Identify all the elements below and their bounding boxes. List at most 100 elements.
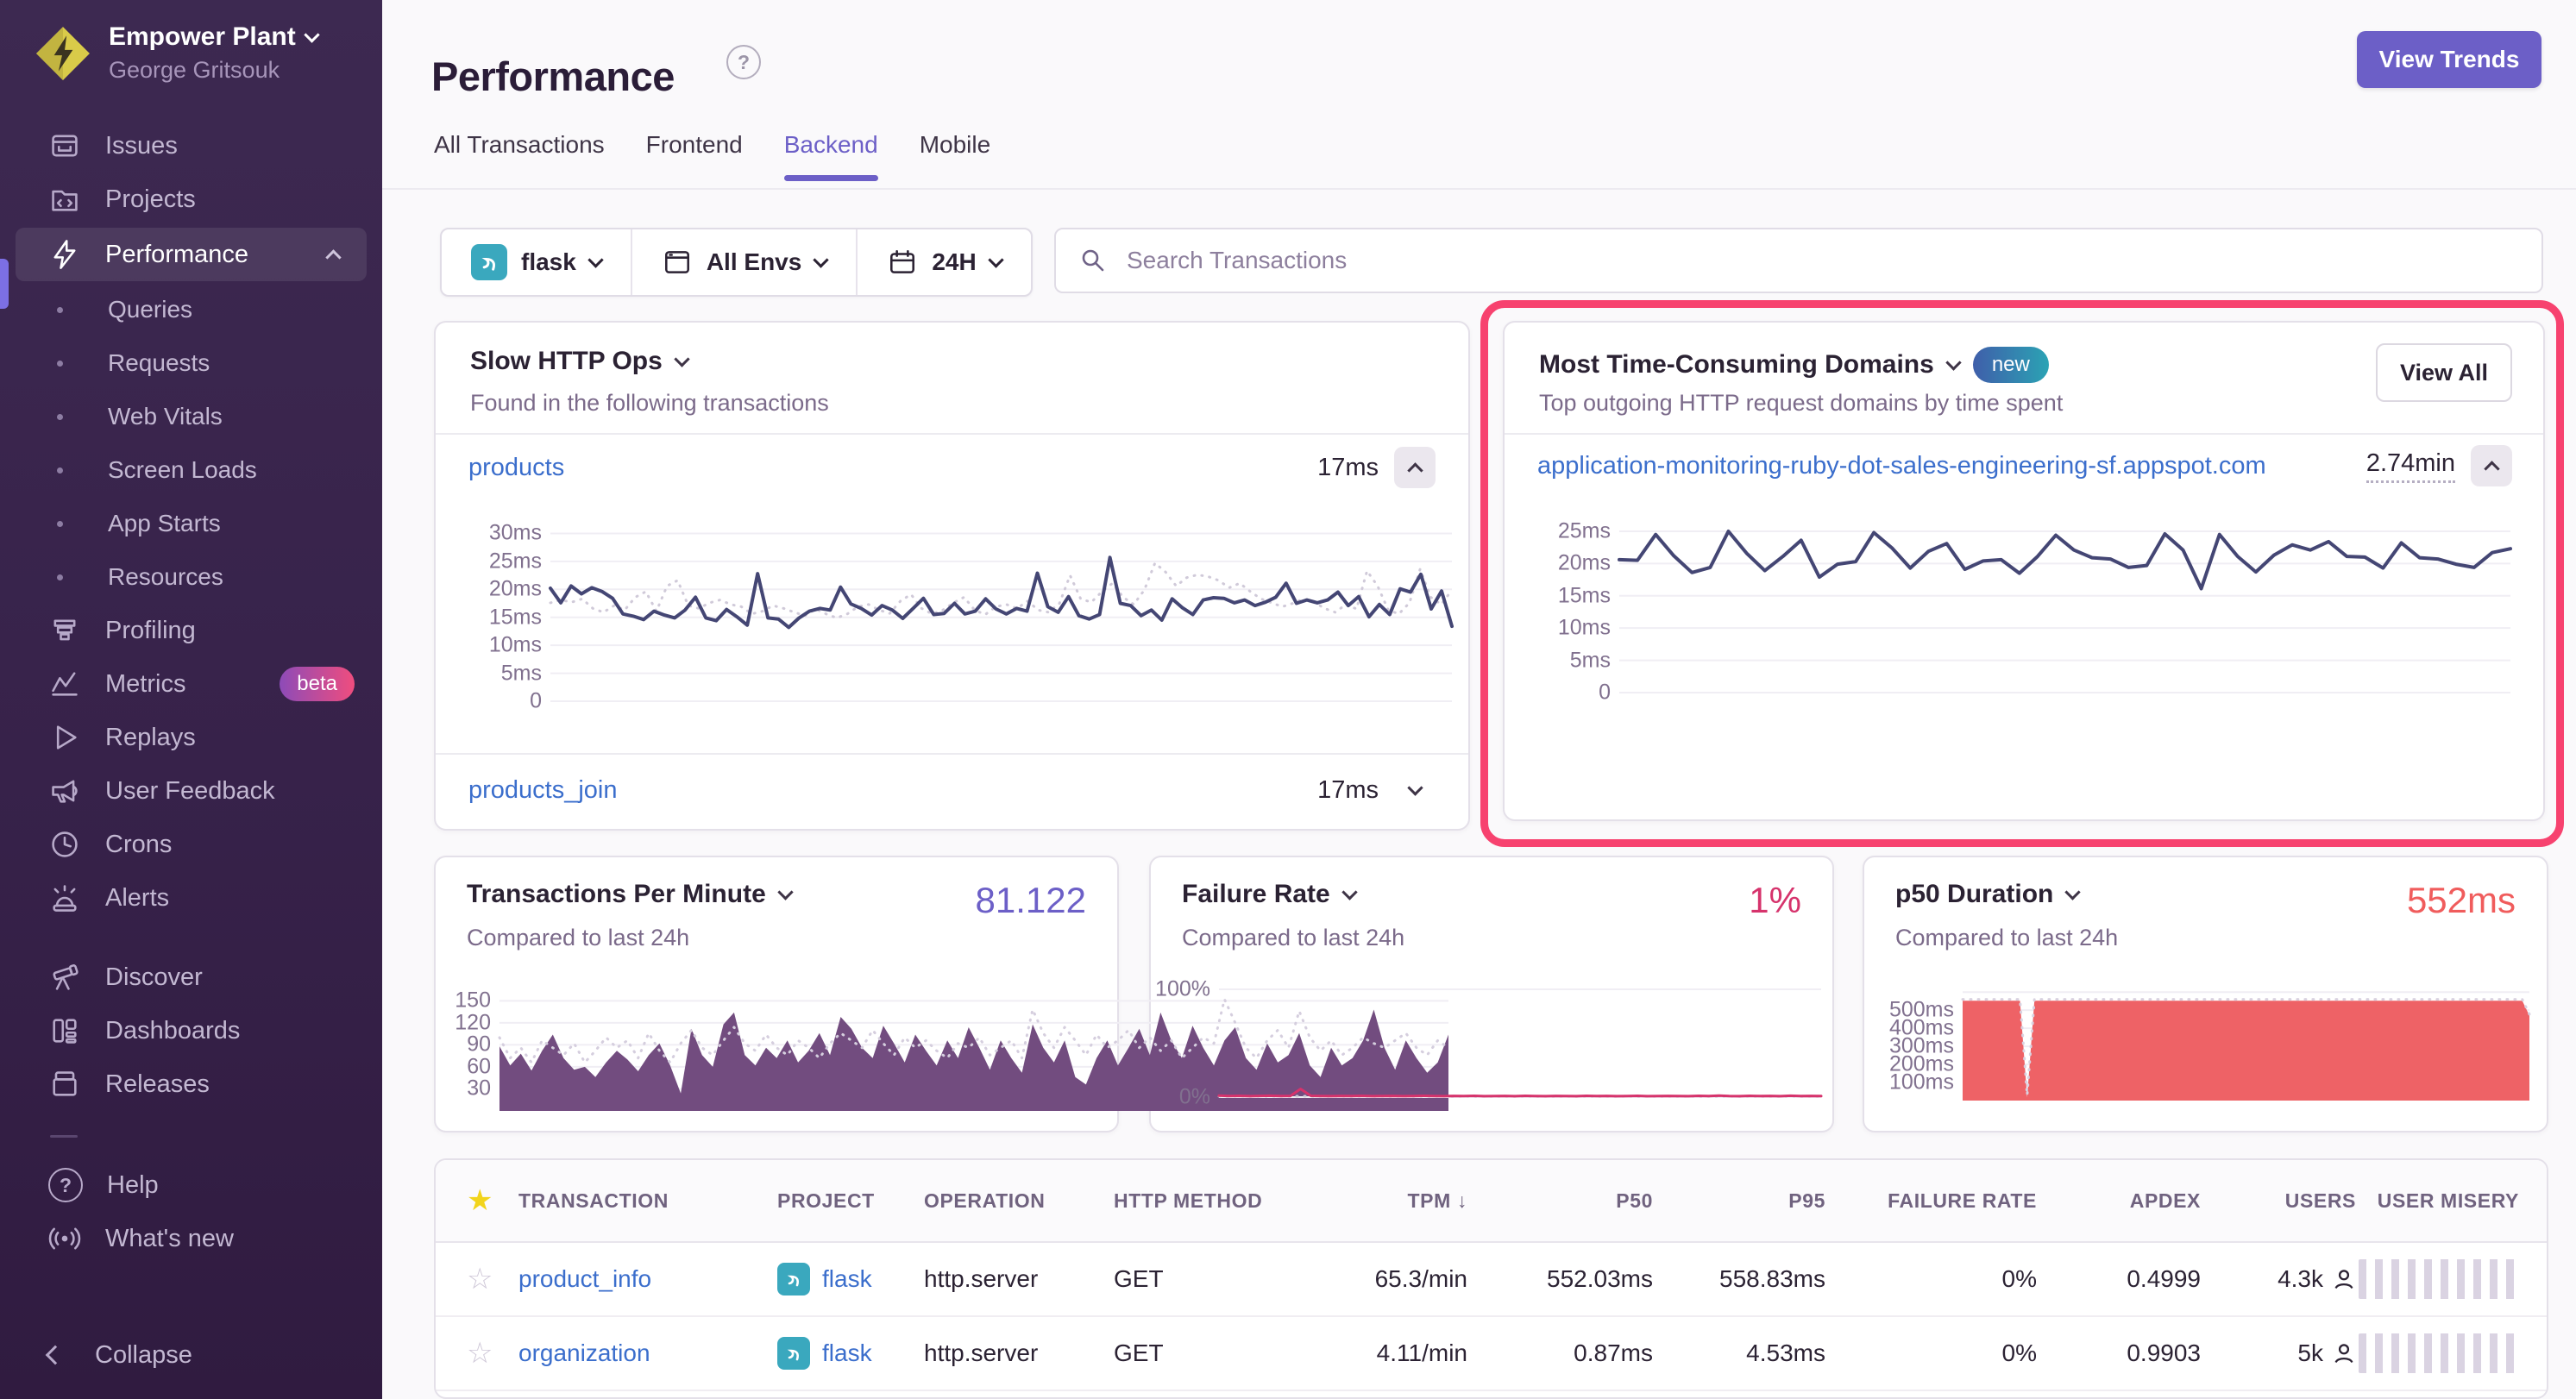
card-title-text: p50 Duration	[1895, 880, 2053, 909]
user-name: George Gritsouk	[109, 57, 317, 84]
tab-frontend[interactable]: Frontend	[646, 131, 743, 181]
http-method-cell: GET	[1114, 1339, 1312, 1367]
sidebar-item-crons[interactable]: Crons	[0, 818, 382, 871]
col-operation[interactable]: OPERATION	[924, 1189, 1114, 1213]
col-failure-rate[interactable]: FAILURE RATE	[1888, 1189, 2037, 1213]
transaction-link[interactable]: products	[468, 454, 564, 482]
sidebar-item-issues[interactable]: Issues	[0, 119, 382, 173]
environment-filter[interactable]: All Envs	[631, 229, 856, 295]
sidebar-item-alerts[interactable]: Alerts	[0, 871, 382, 925]
date-range-filter[interactable]: 24H	[856, 229, 1030, 295]
col-project[interactable]: PROJECT	[777, 1189, 924, 1213]
domains-subtitle: Top outgoing HTTP request domains by tim…	[1539, 390, 2063, 417]
collapse-row-button[interactable]	[2471, 445, 2512, 486]
flask-project-icon	[777, 1263, 810, 1295]
project-link[interactable]: flask	[822, 1265, 872, 1293]
transaction-link[interactable]: product_info	[518, 1265, 777, 1293]
sidebar-item-screen-loads[interactable]: Screen Loads	[0, 443, 382, 497]
sidebar-item-releases[interactable]: Releases	[0, 1057, 382, 1111]
col-user-misery[interactable]: USER MISERY	[2378, 1189, 2519, 1213]
search-transactions[interactable]	[1054, 228, 2543, 293]
card-title-text: Transactions Per Minute	[467, 880, 766, 909]
tpm-value: 81.122	[976, 880, 1086, 921]
page-title: Performance	[431, 53, 675, 100]
transactions-table: ★ TRANSACTION PROJECT OPERATION HTTP MET…	[434, 1158, 2548, 1399]
sidebar-item-resources[interactable]: Resources	[0, 550, 382, 604]
slow-http-ops-title[interactable]: Slow HTTP Ops	[470, 347, 688, 376]
view-all-button[interactable]: View All	[2376, 343, 2512, 402]
star-outline-icon[interactable]: ☆	[467, 1262, 518, 1296]
search-input[interactable]	[1125, 246, 2519, 275]
sidebar-item-label: App Starts	[108, 510, 221, 537]
search-icon	[1078, 246, 1108, 275]
tab-backend[interactable]: Backend	[784, 131, 878, 181]
domain-row: application-monitoring-ruby-dot-sales-en…	[1537, 440, 2512, 492]
clock-icon	[48, 828, 81, 861]
table-header-row: ★ TRANSACTION PROJECT OPERATION HTTP MET…	[436, 1160, 2547, 1243]
collapse-row-button[interactable]	[1394, 447, 1436, 488]
sidebar-item-user-feedback[interactable]: User Feedback	[0, 764, 382, 818]
chevron-down-icon	[304, 27, 319, 42]
sidebar-item-web-vitals[interactable]: Web Vitals	[0, 390, 382, 443]
tpm-title[interactable]: Transactions Per Minute	[467, 880, 791, 909]
domains-title[interactable]: Most Time-Consuming Domains new	[1539, 347, 2049, 383]
col-apdex[interactable]: APDEX	[2130, 1189, 2201, 1213]
domain-time-spent[interactable]: 2.74min	[2366, 449, 2455, 483]
collapse-button[interactable]: Collapse	[0, 1328, 382, 1382]
sidebar-item-app-starts[interactable]: App Starts	[0, 497, 382, 550]
slow-op-row-products: products 17ms	[468, 442, 1436, 493]
view-trends-button[interactable]: View Trends	[2357, 31, 2541, 88]
failure-rate-cell: 0%	[2002, 1339, 2037, 1367]
col-http-method[interactable]: HTTP METHOD	[1114, 1189, 1312, 1213]
help-tooltip-icon[interactable]	[726, 45, 761, 79]
broadcast-icon	[48, 1222, 81, 1255]
col-p95[interactable]: P95	[1788, 1189, 1825, 1213]
project-link[interactable]: flask	[822, 1339, 872, 1367]
sidebar-item-metrics[interactable]: Metrics beta	[0, 657, 382, 711]
sidebar-item-whats-new[interactable]: What's new	[0, 1212, 382, 1265]
card-divider	[1505, 433, 2543, 435]
sidebar-item-help[interactable]: Help	[0, 1158, 382, 1212]
org-switcher[interactable]: Empower Plant George Gritsouk	[35, 22, 317, 84]
star-outline-icon[interactable]: ☆	[467, 1336, 518, 1371]
sidebar-item-queries[interactable]: Queries	[0, 283, 382, 336]
project-cell[interactable]: flask	[777, 1337, 924, 1370]
failure-rate-title[interactable]: Failure Rate	[1182, 880, 1355, 909]
transaction-link[interactable]: products_join	[468, 776, 618, 805]
sidebar-item-replays[interactable]: Replays	[0, 711, 382, 764]
sidebar-item-label: Replays	[105, 724, 196, 752]
sidebar-item-profiling[interactable]: Profiling	[0, 604, 382, 657]
sidebar-item-label: Screen Loads	[108, 456, 257, 484]
users-cell: 5k	[2297, 1339, 2356, 1367]
project-filter[interactable]: flask	[442, 229, 631, 295]
environment-filter-value: All Envs	[707, 248, 801, 276]
sidebar-item-label: Queries	[108, 296, 192, 323]
star-filled-icon[interactable]: ★	[467, 1183, 518, 1218]
operation-cell: http.server	[924, 1265, 1114, 1293]
col-p50[interactable]: P50	[1616, 1189, 1653, 1213]
date-range-value: 24H	[932, 248, 976, 276]
transaction-link[interactable]: organization	[518, 1339, 777, 1367]
expand-row-button[interactable]	[1394, 769, 1436, 811]
domain-link[interactable]: application-monitoring-ruby-dot-sales-en…	[1537, 452, 2266, 480]
sidebar-item-projects[interactable]: Projects	[0, 173, 382, 226]
sidebar-nav: Issues Projects Performance Queries Requ…	[0, 119, 382, 1265]
project-cell[interactable]: flask	[777, 1263, 924, 1295]
sidebar-item-dashboards[interactable]: Dashboards	[0, 1004, 382, 1057]
p50-title[interactable]: p50 Duration	[1895, 880, 2078, 909]
sidebar-item-discover[interactable]: Discover	[0, 950, 382, 1004]
col-tpm[interactable]: TPM ↓	[1408, 1189, 1467, 1213]
user-icon	[2332, 1267, 2356, 1291]
telescope-icon	[48, 961, 81, 994]
col-users[interactable]: USERS	[2285, 1189, 2356, 1213]
sidebar-item-label: Projects	[105, 185, 196, 214]
col-transaction[interactable]: TRANSACTION	[518, 1189, 777, 1213]
sidebar-item-requests[interactable]: Requests	[0, 336, 382, 390]
tab-all-transactions[interactable]: All Transactions	[434, 131, 605, 181]
sidebar-item-label: Dashboards	[105, 1017, 240, 1045]
failure-rate-cell: 0%	[2002, 1265, 2037, 1293]
page-filter-bar: flask All Envs 24H	[440, 228, 1033, 297]
siren-icon	[48, 881, 81, 914]
sidebar-item-performance[interactable]: Performance	[16, 228, 367, 281]
tab-mobile[interactable]: Mobile	[920, 131, 990, 181]
